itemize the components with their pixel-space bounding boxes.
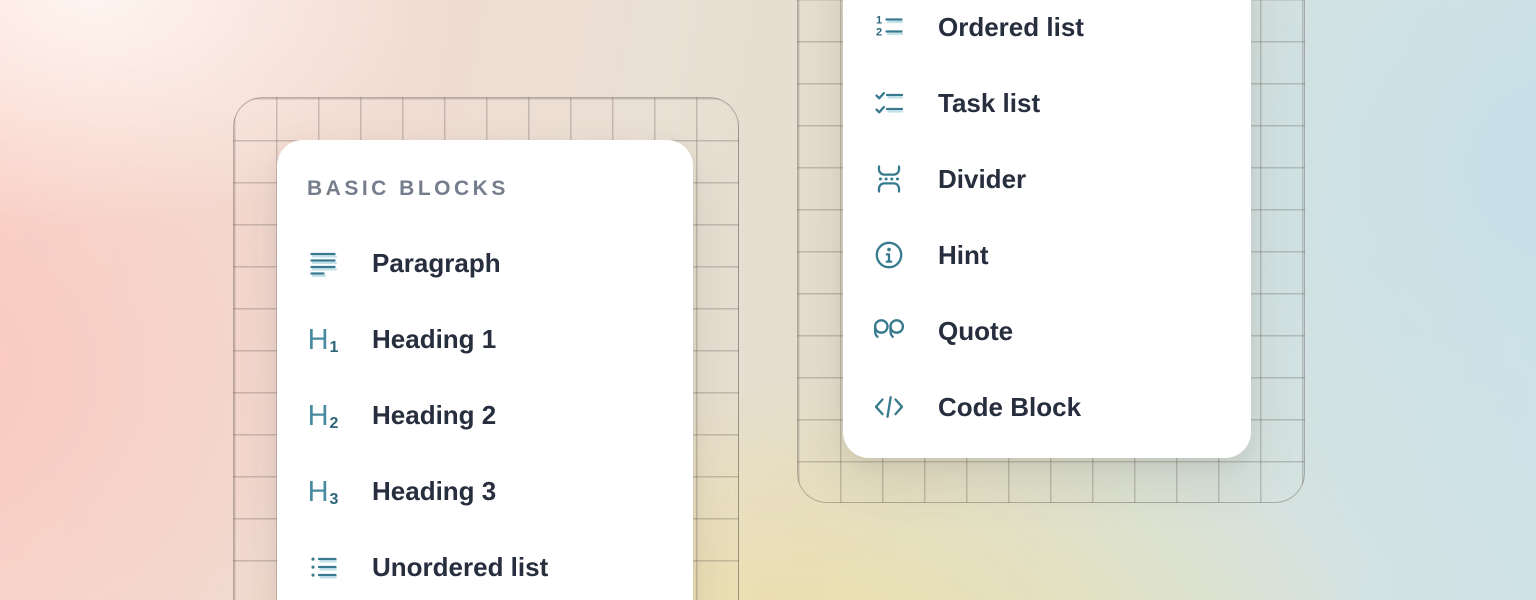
menu-item-unordered-list[interactable]: Unordered list (277, 529, 693, 600)
menu-section-header: BASIC BLOCKS (307, 177, 509, 200)
menu-item-label: Heading 3 (372, 475, 497, 506)
menu-item-hint[interactable]: Hint (843, 217, 1251, 293)
svg-text:1: 1 (876, 15, 882, 27)
svg-text:2: 2 (876, 27, 882, 39)
menu-item-label: Heading 2 (372, 399, 497, 430)
unordered-list-icon (307, 551, 339, 583)
menu-item-task-list[interactable]: Task list (843, 65, 1251, 141)
menu-item-label: Ordered list (938, 11, 1084, 42)
hint-icon (873, 239, 905, 271)
menu-item-paragraph[interactable]: Paragraph (277, 225, 693, 301)
divider-icon (873, 163, 905, 195)
code-block-icon (873, 391, 905, 423)
menu-item-label: Code Block (938, 391, 1082, 422)
menu-item-label: Unordered list (372, 551, 549, 582)
menu-item-label: Quote (938, 315, 1014, 346)
menu-item-quote[interactable]: Quote (843, 293, 1251, 369)
menu-item-label: Task list (938, 87, 1041, 118)
blocks-menu-card-continued: 1 2 Ordered list Task list (843, 0, 1251, 458)
ordered-list-icon: 1 2 (873, 11, 905, 43)
menu-item-label: Hint (938, 239, 989, 270)
menu-item-label: Divider (938, 163, 1027, 194)
menu-item-label: Paragraph (372, 247, 501, 278)
menu-item-code-block[interactable]: Code Block (843, 369, 1251, 445)
quote-icon (873, 315, 905, 347)
task-list-icon (873, 87, 905, 119)
menu-item-ordered-list[interactable]: 1 2 Ordered list (843, 0, 1251, 65)
menu-item-label: Heading 1 (372, 323, 497, 354)
paragraph-icon (307, 247, 339, 279)
menu-item-divider[interactable]: Divider (843, 141, 1251, 217)
